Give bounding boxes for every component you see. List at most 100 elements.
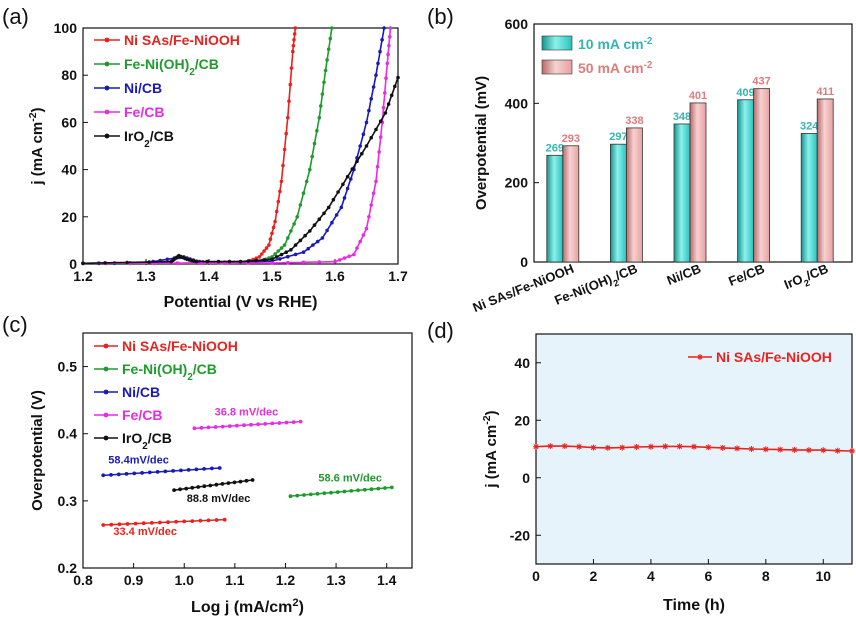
series-marker: [281, 163, 285, 168]
panel-c-tafel-chart: 0.8 0.9 1.0 1.1 1.2 1.3 1.4 0.2 0.3 0.4 0.5 33.4 mV…: [29, 332, 413, 616]
bar-value-label: 401: [689, 90, 707, 102]
bar-value-label: 324: [800, 120, 819, 132]
tafel-point: [315, 491, 320, 496]
series-marker: [254, 258, 259, 263]
x-tick-label: 10: [815, 568, 831, 584]
series-marker: [175, 261, 180, 266]
bar-10-1: [610, 143, 627, 263]
panel-label-d: (d): [427, 318, 454, 343]
legend-label: Ni/CB: [122, 384, 160, 400]
series-marker: [298, 238, 303, 243]
tafel-point: [141, 521, 146, 526]
series-marker: [306, 246, 311, 251]
legend-label: Ni SAs/Fe-NiOOH: [716, 349, 832, 365]
series-marker: [337, 258, 342, 262]
plot-frame: [82, 332, 413, 569]
tafel-point: [179, 468, 183, 473]
tafel-point: [256, 422, 260, 427]
series-marker: [194, 259, 199, 264]
series-marker: [369, 135, 374, 140]
tafel-point: [178, 487, 183, 492]
bar-value-label: 409: [736, 87, 754, 99]
x-tick-label: 6: [704, 568, 712, 584]
series-marker: [286, 254, 290, 259]
series-marker: [257, 255, 262, 259]
x-tick-label: 1.6: [325, 268, 345, 284]
x-tick-label: 1.0: [174, 572, 194, 588]
series-marker: [364, 226, 369, 231]
series-marker: [352, 252, 356, 257]
x-category-label: IrO2/CB: [782, 261, 832, 296]
series-marker: [374, 73, 378, 77]
tafel-point: [389, 485, 394, 490]
tafel-point: [342, 489, 347, 494]
text-span: j (mA cm: [29, 122, 46, 186]
stability-marker: [691, 443, 697, 450]
legend-marker: [104, 61, 110, 67]
series-marker: [273, 219, 277, 224]
y-tick-label: 400: [505, 95, 529, 111]
text-span: 2: [144, 139, 150, 150]
tafel-point: [291, 420, 296, 424]
tafel-point: [288, 494, 293, 499]
series-marker: [274, 255, 279, 259]
tafel-point: [208, 483, 213, 488]
series-marker: [301, 191, 306, 195]
tafel-point: [101, 473, 106, 478]
bar-10-3: [737, 99, 754, 263]
tafel-point: [284, 420, 289, 425]
bar-50-0: [562, 145, 580, 263]
series-marker: [367, 215, 371, 219]
series-marker: [345, 186, 350, 191]
series-marker: [341, 182, 345, 187]
tafel-point: [192, 426, 197, 431]
series-marker: [358, 144, 363, 148]
series-marker: [276, 199, 281, 204]
legend-label: 10 mA cm-2: [578, 36, 653, 53]
y-axis-label: Overpotential (mV): [473, 76, 490, 210]
series-marker: [355, 246, 359, 250]
stability-marker: [590, 444, 597, 451]
tafel-point: [249, 422, 253, 427]
bar-10-2: [673, 123, 691, 263]
text-span: ): [483, 410, 500, 415]
series-marker: [364, 144, 369, 148]
text-span: 2: [803, 278, 811, 289]
series-marker: [389, 93, 394, 98]
series-marker: [364, 120, 369, 125]
series-marker: [349, 177, 353, 181]
tafel-point: [263, 422, 268, 426]
series-marker: [274, 209, 279, 214]
tafel-point: [308, 492, 313, 497]
series-marker: [326, 205, 331, 210]
series-marker: [380, 38, 384, 42]
tafel-point: [227, 424, 232, 428]
legend-label: Fe-Ni(OH)2/CB: [122, 361, 217, 383]
series-marker: [387, 35, 392, 39]
x-tick-label: 1.7: [388, 268, 408, 284]
text-span: IrO: [124, 128, 144, 144]
series-marker: [291, 43, 296, 48]
text-span: /CB: [148, 430, 172, 446]
x-tick-label: 4: [647, 568, 655, 584]
bar-10-4: [800, 133, 818, 263]
text-span: Ni/CB: [665, 261, 703, 288]
y-tick-label: 0.4: [58, 426, 78, 442]
slope-label: 33.4 mV/dec: [113, 526, 177, 538]
series-marker: [393, 84, 397, 89]
tafel-point: [133, 521, 138, 526]
series-marker: [386, 102, 391, 106]
series-marker: [333, 259, 337, 264]
stability-marker: [820, 447, 827, 454]
bar-value-label: 348: [673, 111, 691, 123]
text-span: Overpotential (V): [29, 390, 46, 511]
text-span: 2: [612, 278, 620, 289]
tafel-point: [356, 488, 360, 493]
tafel-line-3: [194, 420, 301, 430]
text-span: j (mA cm: [483, 425, 500, 489]
text-span: /CB: [804, 261, 830, 283]
series-marker: [384, 76, 388, 80]
x-tick-label: 1.5: [262, 268, 282, 284]
series-marker: [330, 220, 334, 225]
slope-label: 58.6 mV/dec: [318, 472, 382, 484]
